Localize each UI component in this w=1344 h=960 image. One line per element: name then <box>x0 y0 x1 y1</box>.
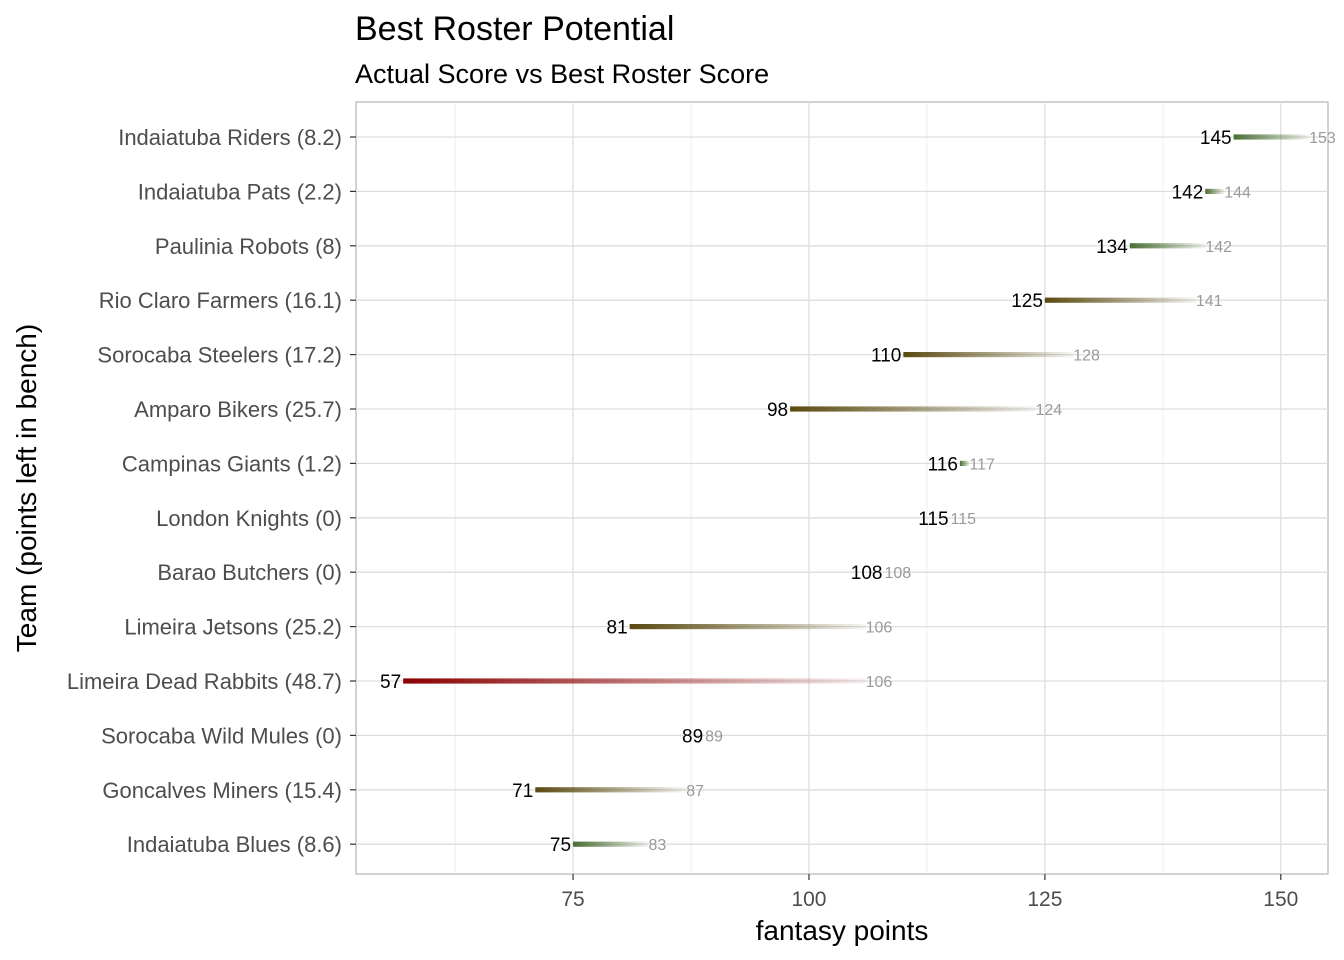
best-score-label: 108 <box>884 565 911 582</box>
actual-score-label: 145 <box>1200 128 1232 149</box>
y-tick-label: Barao Butchers (0) <box>157 560 342 585</box>
y-tick-label: Amparo Bikers (25.7) <box>134 397 342 422</box>
y-tick-label: Limeira Jetsons (25.2) <box>124 615 342 640</box>
gap-bar <box>1044 297 1196 303</box>
best-score-label: 144 <box>1224 184 1251 201</box>
best-score-label: 106 <box>866 674 893 691</box>
actual-score-label: 89 <box>682 726 703 747</box>
actual-score-label: 71 <box>512 781 533 802</box>
value-labels: 145 153 142 144 134 142 125 141 110 128 98 124 116 11… <box>380 128 1336 856</box>
y-axis-title: Team (points left in bench) <box>11 324 42 652</box>
best-score-label: 124 <box>1035 402 1062 419</box>
y-tick-label: Sorocaba Wild Mules (0) <box>101 723 342 748</box>
y-tick-label: Indaiatuba Blues (8.6) <box>127 832 342 857</box>
best-score-label: 87 <box>686 783 704 800</box>
gap-bar <box>535 787 687 793</box>
y-tick-label: Indaiatuba Riders (8.2) <box>118 125 342 150</box>
gap-bar <box>903 352 1074 358</box>
x-tick-label: 150 <box>1263 888 1298 911</box>
gap-bar <box>1129 243 1206 249</box>
gap-bar <box>403 678 866 684</box>
actual-score-label: 125 <box>1011 291 1043 312</box>
actual-score-label: 57 <box>380 672 401 693</box>
actual-score-label: 110 <box>871 346 901 367</box>
best-score-label: 141 <box>1196 293 1223 310</box>
y-tick-label: Indaiatuba Pats (2.2) <box>138 179 342 204</box>
actual-score-label: 116 <box>928 454 958 475</box>
actual-score-label: 98 <box>767 400 788 421</box>
actual-score-label: 81 <box>607 618 628 639</box>
actual-score-label: 75 <box>550 835 571 856</box>
y-tick-label: London Knights (0) <box>156 506 342 531</box>
best-score-label: 115 <box>951 511 977 528</box>
x-tick-label: 75 <box>561 888 584 911</box>
best-score-label: 128 <box>1073 348 1100 365</box>
best-score-label: 83 <box>649 837 667 854</box>
best-score-label: 142 <box>1205 239 1232 256</box>
gap-bar <box>629 624 866 630</box>
gap-bar <box>959 460 970 466</box>
y-tick-label: Sorocaba Steelers (17.2) <box>97 343 342 368</box>
x-axis-title: fantasy points <box>756 915 929 946</box>
plot-panel <box>355 101 1329 875</box>
actual-score-label: 134 <box>1096 237 1128 258</box>
gap-bar <box>573 841 649 847</box>
gap-bar <box>790 406 1036 412</box>
actual-score-label: 115 <box>918 509 948 530</box>
bars-layer <box>403 134 1310 847</box>
y-tick-label: Rio Claro Farmers (16.1) <box>99 288 342 313</box>
y-axis-ticks: Indaiatuba Riders (8.2) Indaiatuba Pats (… <box>67 125 356 857</box>
chart-title: Best Roster Potential <box>355 10 674 48</box>
y-tick-label: Limeira Dead Rabbits (48.7) <box>67 669 342 694</box>
actual-score-label: 142 <box>1172 182 1204 203</box>
best-score-label: 89 <box>705 728 723 745</box>
gap-bar <box>1205 188 1225 194</box>
actual-score-label: 108 <box>851 563 883 584</box>
gap-bar <box>1233 134 1310 140</box>
best-score-label: 153 <box>1309 130 1336 147</box>
chart-subtitle: Actual Score vs Best Roster Score <box>355 59 769 89</box>
x-tick-label: 125 <box>1027 888 1062 911</box>
y-tick-label: Goncalves Miners (15.4) <box>102 778 342 803</box>
y-tick-label: Paulinia Robots (8) <box>155 234 342 259</box>
x-tick-label: 100 <box>791 888 826 911</box>
x-axis-ticks: 75 100 125 150 <box>561 874 1298 911</box>
best-score-label: 106 <box>866 620 893 637</box>
best-score-label: 117 <box>969 456 995 473</box>
y-tick-label: Campinas Giants (1.2) <box>122 451 342 476</box>
